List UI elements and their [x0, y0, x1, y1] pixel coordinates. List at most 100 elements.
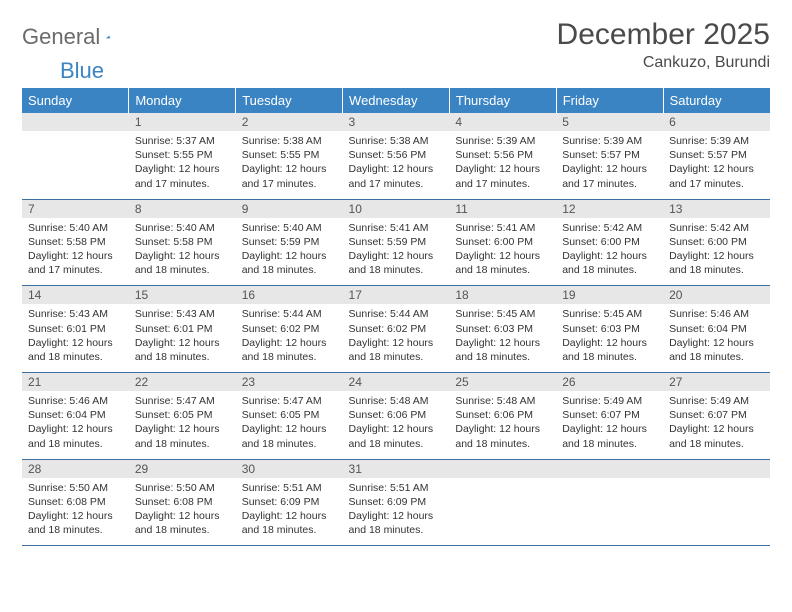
- day-number: 25: [449, 373, 556, 391]
- day-body: Sunrise: 5:46 AMSunset: 6:04 PMDaylight:…: [663, 304, 770, 372]
- daylight-line: Daylight: 12 hours and 17 minutes.: [669, 162, 764, 190]
- daylight-line: Daylight: 12 hours and 18 minutes.: [455, 336, 550, 364]
- sunrise-line: Sunrise: 5:47 AM: [135, 394, 230, 408]
- calendar-week-row: 1Sunrise: 5:37 AMSunset: 5:55 PMDaylight…: [22, 113, 770, 199]
- sunset-line: Sunset: 5:58 PM: [28, 235, 123, 249]
- day-body: Sunrise: 5:40 AMSunset: 5:58 PMDaylight:…: [22, 218, 129, 286]
- sunset-line: Sunset: 6:02 PM: [242, 322, 337, 336]
- calendar-week-row: 7Sunrise: 5:40 AMSunset: 5:58 PMDaylight…: [22, 199, 770, 286]
- daylight-line: Daylight: 12 hours and 18 minutes.: [349, 509, 444, 537]
- daylight-line: Daylight: 12 hours and 18 minutes.: [349, 249, 444, 277]
- daylight-line: Daylight: 12 hours and 18 minutes.: [242, 336, 337, 364]
- sunrise-line: Sunrise: 5:47 AM: [242, 394, 337, 408]
- day-number: 29: [129, 460, 236, 478]
- day-body: Sunrise: 5:39 AMSunset: 5:57 PMDaylight:…: [663, 131, 770, 199]
- day-body-empty: [556, 478, 663, 536]
- sunrise-line: Sunrise: 5:39 AM: [669, 134, 764, 148]
- day-number: 8: [129, 200, 236, 218]
- sunrise-line: Sunrise: 5:50 AM: [28, 481, 123, 495]
- calendar-day-cell: 11Sunrise: 5:41 AMSunset: 6:00 PMDayligh…: [449, 199, 556, 286]
- sunset-line: Sunset: 6:00 PM: [669, 235, 764, 249]
- daylight-line: Daylight: 12 hours and 18 minutes.: [242, 509, 337, 537]
- sunrise-line: Sunrise: 5:41 AM: [455, 221, 550, 235]
- day-body: Sunrise: 5:44 AMSunset: 6:02 PMDaylight:…: [236, 304, 343, 372]
- sunset-line: Sunset: 5:56 PM: [349, 148, 444, 162]
- day-body: Sunrise: 5:47 AMSunset: 6:05 PMDaylight:…: [129, 391, 236, 459]
- sunset-line: Sunset: 6:03 PM: [455, 322, 550, 336]
- sunrise-line: Sunrise: 5:40 AM: [135, 221, 230, 235]
- sunset-line: Sunset: 6:01 PM: [135, 322, 230, 336]
- day-number-empty: [663, 460, 770, 478]
- sunrise-line: Sunrise: 5:44 AM: [349, 307, 444, 321]
- daylight-line: Daylight: 12 hours and 18 minutes.: [455, 422, 550, 450]
- calendar-day-cell: 12Sunrise: 5:42 AMSunset: 6:00 PMDayligh…: [556, 199, 663, 286]
- calendar-day-cell: 2Sunrise: 5:38 AMSunset: 5:55 PMDaylight…: [236, 113, 343, 199]
- sunset-line: Sunset: 6:07 PM: [562, 408, 657, 422]
- sunrise-line: Sunrise: 5:41 AM: [349, 221, 444, 235]
- calendar-day-cell: 16Sunrise: 5:44 AMSunset: 6:02 PMDayligh…: [236, 286, 343, 373]
- calendar-day-cell: 27Sunrise: 5:49 AMSunset: 6:07 PMDayligh…: [663, 373, 770, 460]
- calendar-day-cell: 9Sunrise: 5:40 AMSunset: 5:59 PMDaylight…: [236, 199, 343, 286]
- daylight-line: Daylight: 12 hours and 18 minutes.: [349, 422, 444, 450]
- logo-triangle-icon: [106, 29, 110, 45]
- calendar-day-cell: 29Sunrise: 5:50 AMSunset: 6:08 PMDayligh…: [129, 459, 236, 546]
- day-body: Sunrise: 5:48 AMSunset: 6:06 PMDaylight:…: [343, 391, 450, 459]
- daylight-line: Daylight: 12 hours and 18 minutes.: [135, 249, 230, 277]
- day-number: 19: [556, 286, 663, 304]
- sunrise-line: Sunrise: 5:46 AM: [669, 307, 764, 321]
- daylight-line: Daylight: 12 hours and 18 minutes.: [135, 422, 230, 450]
- calendar-day-cell: [22, 113, 129, 199]
- sunrise-line: Sunrise: 5:39 AM: [455, 134, 550, 148]
- logo: General: [22, 18, 132, 50]
- weekday-header: Sunday: [22, 88, 129, 113]
- daylight-line: Daylight: 12 hours and 18 minutes.: [669, 336, 764, 364]
- sunrise-line: Sunrise: 5:38 AM: [242, 134, 337, 148]
- sunset-line: Sunset: 6:01 PM: [28, 322, 123, 336]
- sunset-line: Sunset: 6:06 PM: [349, 408, 444, 422]
- sunrise-line: Sunrise: 5:49 AM: [669, 394, 764, 408]
- calendar-week-row: 21Sunrise: 5:46 AMSunset: 6:04 PMDayligh…: [22, 373, 770, 460]
- daylight-line: Daylight: 12 hours and 18 minutes.: [669, 249, 764, 277]
- daylight-line: Daylight: 12 hours and 18 minutes.: [28, 336, 123, 364]
- sunset-line: Sunset: 5:55 PM: [242, 148, 337, 162]
- daylight-line: Daylight: 12 hours and 17 minutes.: [135, 162, 230, 190]
- sunset-line: Sunset: 6:09 PM: [242, 495, 337, 509]
- day-number: 28: [22, 460, 129, 478]
- weekday-header: Friday: [556, 88, 663, 113]
- daylight-line: Daylight: 12 hours and 18 minutes.: [28, 422, 123, 450]
- day-number: 20: [663, 286, 770, 304]
- day-body: Sunrise: 5:44 AMSunset: 6:02 PMDaylight:…: [343, 304, 450, 372]
- sunset-line: Sunset: 6:07 PM: [669, 408, 764, 422]
- day-number-empty: [556, 460, 663, 478]
- sunrise-line: Sunrise: 5:45 AM: [455, 307, 550, 321]
- weekday-header: Wednesday: [343, 88, 450, 113]
- day-number: 11: [449, 200, 556, 218]
- calendar-day-cell: 28Sunrise: 5:50 AMSunset: 6:08 PMDayligh…: [22, 459, 129, 546]
- sunrise-line: Sunrise: 5:44 AM: [242, 307, 337, 321]
- daylight-line: Daylight: 12 hours and 18 minutes.: [135, 336, 230, 364]
- day-number: 27: [663, 373, 770, 391]
- day-number: 31: [343, 460, 450, 478]
- day-body: Sunrise: 5:49 AMSunset: 6:07 PMDaylight:…: [663, 391, 770, 459]
- daylight-line: Daylight: 12 hours and 18 minutes.: [562, 336, 657, 364]
- day-number: 30: [236, 460, 343, 478]
- calendar-day-cell: 8Sunrise: 5:40 AMSunset: 5:58 PMDaylight…: [129, 199, 236, 286]
- calendar-day-cell: 1Sunrise: 5:37 AMSunset: 5:55 PMDaylight…: [129, 113, 236, 199]
- calendar-day-cell: 3Sunrise: 5:38 AMSunset: 5:56 PMDaylight…: [343, 113, 450, 199]
- day-body-empty: [22, 131, 129, 189]
- day-number: 13: [663, 200, 770, 218]
- sunset-line: Sunset: 6:00 PM: [455, 235, 550, 249]
- weekday-header: Thursday: [449, 88, 556, 113]
- day-body: Sunrise: 5:50 AMSunset: 6:08 PMDaylight:…: [22, 478, 129, 546]
- day-number: 12: [556, 200, 663, 218]
- day-body: Sunrise: 5:43 AMSunset: 6:01 PMDaylight:…: [129, 304, 236, 372]
- daylight-line: Daylight: 12 hours and 17 minutes.: [28, 249, 123, 277]
- day-number: 6: [663, 113, 770, 131]
- day-number: 26: [556, 373, 663, 391]
- day-number: 24: [343, 373, 450, 391]
- sunrise-line: Sunrise: 5:40 AM: [242, 221, 337, 235]
- sunset-line: Sunset: 6:05 PM: [242, 408, 337, 422]
- calendar-day-cell: 13Sunrise: 5:42 AMSunset: 6:00 PMDayligh…: [663, 199, 770, 286]
- day-body-empty: [449, 478, 556, 536]
- day-body: Sunrise: 5:46 AMSunset: 6:04 PMDaylight:…: [22, 391, 129, 459]
